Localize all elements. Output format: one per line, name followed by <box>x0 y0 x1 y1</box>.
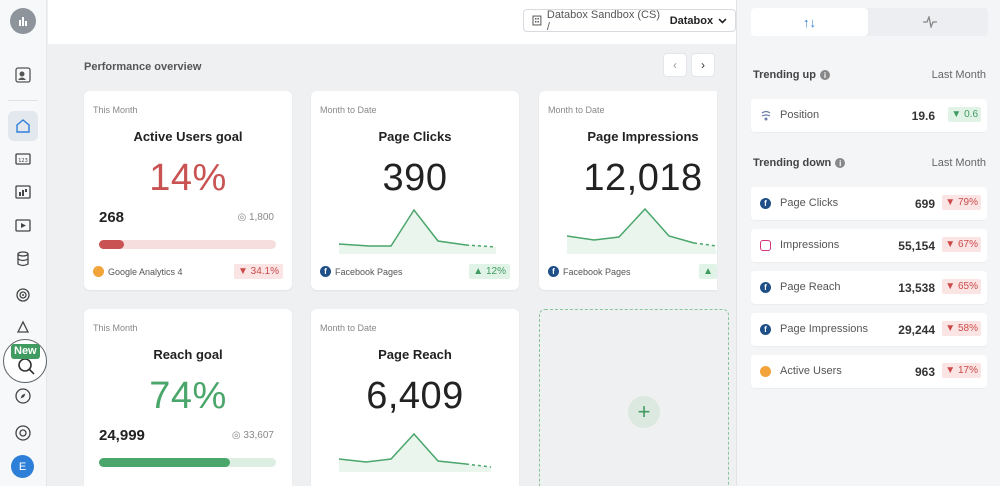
sort-arrows-icon: ↑↓ <box>803 14 816 30</box>
top-bar: Databox Sandbox (CS) / Databox <box>48 0 736 44</box>
progress-bar <box>99 458 276 467</box>
card-value: 6,409 <box>366 375 464 417</box>
card-source: f Facebook Pages <box>548 266 631 277</box>
card-delta: ▲ 12% <box>469 264 510 279</box>
trend-row[interactable]: f Page Clicks 699 ▼ 79% <box>751 187 987 220</box>
account-selector[interactable]: Databox Sandbox (CS) / Databox <box>523 8 736 33</box>
card-page-reach[interactable]: Month to Date Page Reach 6,409 <box>311 309 519 486</box>
svg-text:123: 123 <box>18 158 28 164</box>
card-source: f Facebook Pages <box>320 266 403 277</box>
trending-up-heading: Trending up i <box>753 69 830 81</box>
card-goal: ◎ 33,607 <box>231 430 274 441</box>
prev-button[interactable]: ‹ <box>663 53 687 77</box>
card-period: Month to Date <box>320 323 377 333</box>
position-icon <box>760 109 772 127</box>
trend-row[interactable]: f Page Impressions 29,244 ▼ 58% <box>751 313 987 346</box>
trend-row[interactable]: Active Users 963 ▼ 17% <box>751 355 987 388</box>
next-button[interactable]: › <box>691 53 715 77</box>
goals-icon[interactable] <box>8 279 38 309</box>
dashboards-icon[interactable] <box>8 177 38 207</box>
card-title: Page Impressions <box>587 129 699 144</box>
card-active-users-goal[interactable]: This Month Active Users goal 14% 268 ◎ 1… <box>84 91 292 290</box>
databox-logo-icon[interactable] <box>10 8 36 34</box>
chevron-right-icon: › <box>701 58 705 72</box>
add-icon[interactable]: + <box>628 396 660 428</box>
trend-row[interactable]: Position 19.6 ▼ 0.6 <box>751 99 987 132</box>
card-title: Page Reach <box>378 347 452 362</box>
new-badge: New <box>11 344 40 359</box>
metrics-icon[interactable]: 123 <box>8 144 38 174</box>
account-name: Databox <box>669 14 714 27</box>
compass-icon[interactable] <box>8 381 38 411</box>
card-goal: ◎ 1,800 <box>237 212 274 223</box>
target-icon: ◎ <box>237 212 247 223</box>
info-icon: i <box>835 158 846 168</box>
tab-trends[interactable]: ↑↓ <box>751 8 868 36</box>
panel-tabs: ↑↓ <box>751 8 988 36</box>
instagram-icon <box>760 240 771 251</box>
chevron-down-icon <box>718 17 727 24</box>
card-title: Page Clicks <box>378 129 452 144</box>
trending-up-period: Last Month <box>931 69 986 81</box>
card-title: Reach goal <box>153 347 223 362</box>
alerts-icon[interactable] <box>8 313 38 343</box>
card-period: This Month <box>93 105 138 115</box>
card-current-value: 24,999 <box>99 427 145 444</box>
account-label: Databox Sandbox (CS) / <box>546 8 660 33</box>
sparkline <box>338 432 492 472</box>
facebook-icon: f <box>760 198 771 209</box>
trending-down-period: Last Month <box>931 157 986 169</box>
tab-activity[interactable] <box>871 8 988 36</box>
card-delta: ▼ 34.1% <box>233 264 283 279</box>
section-title: Performance overview <box>84 61 202 73</box>
trending-down-heading: Trending down i <box>753 157 846 169</box>
card-value: 14% <box>149 157 227 199</box>
card-reach-goal[interactable]: This Month Reach goal 74% 24,999 ◎ 33,60… <box>84 309 292 486</box>
facebook-icon: f <box>320 266 331 277</box>
target-icon: ◎ <box>231 430 241 441</box>
card-value: 390 <box>382 157 448 199</box>
home-icon[interactable] <box>8 111 38 141</box>
card-current-value: 268 <box>99 209 125 226</box>
card-period: Month to Date <box>320 105 377 115</box>
facebook-icon: f <box>760 282 771 293</box>
sparkline <box>566 207 717 254</box>
card-page-clicks[interactable]: Month to Date Page Clicks 390 f Facebook … <box>311 91 519 290</box>
google-analytics-icon <box>760 366 771 377</box>
google-analytics-icon <box>93 266 104 277</box>
reports-icon[interactable] <box>8 210 38 240</box>
card-period: This Month <box>93 323 138 333</box>
facebook-icon: f <box>548 266 559 277</box>
add-metric-placeholder[interactable]: + <box>539 309 729 486</box>
help-icon[interactable] <box>8 418 38 448</box>
building-icon <box>532 15 542 26</box>
card-delta: ▲ <box>699 264 717 279</box>
progress-bar <box>99 240 276 249</box>
card-value: 12,018 <box>583 157 703 199</box>
sparkline <box>338 208 497 254</box>
account-switch-icon[interactable] <box>8 60 38 90</box>
avatar[interactable]: E <box>11 455 34 478</box>
facebook-icon: f <box>760 324 771 335</box>
card-source: Google Analytics 4 <box>93 266 183 277</box>
pulse-icon <box>922 16 937 28</box>
sidebar: 123 New E <box>0 0 47 486</box>
search-icon <box>18 358 35 375</box>
trend-row[interactable]: Impressions 55,154 ▼ 67% <box>751 229 987 262</box>
info-icon: i <box>819 70 830 80</box>
card-value: 74% <box>149 375 227 417</box>
card-title: Active Users goal <box>133 129 243 144</box>
data-sources-icon[interactable] <box>8 244 38 274</box>
trends-panel: ↑↓ Trending up i Last Month Position 19.6… <box>736 0 1000 486</box>
trend-row[interactable]: f Page Reach 13,538 ▼ 65% <box>751 271 987 304</box>
card-period: Month to Date <box>548 105 605 115</box>
chevron-left-icon: ‹ <box>673 58 677 72</box>
